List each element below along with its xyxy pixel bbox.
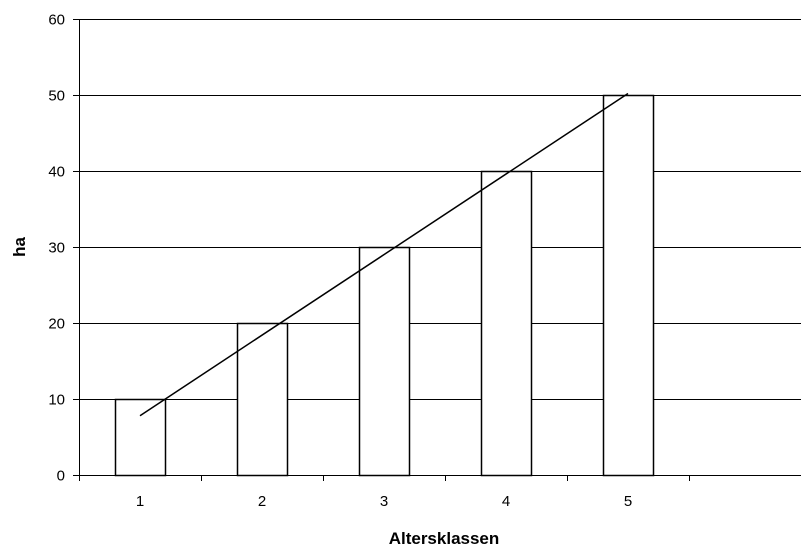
bars [114,94,655,477]
x-tick-label: 2 [258,493,266,510]
bar [358,246,411,477]
tick-labels: 0 10 20 30 40 50 60 1 2 3 4 5 [48,12,632,511]
trendline [139,92,629,417]
x-tick-label: 3 [380,493,388,510]
x-tick-label: 4 [502,493,510,510]
bar [114,398,167,477]
y-tick-label: 30 [48,240,65,257]
axes [73,19,801,481]
x-tick-label: 5 [624,493,632,510]
bar [480,170,533,477]
y-tick-label: 40 [48,164,65,181]
y-tick-label: 10 [48,392,65,409]
bar [602,94,655,477]
gridlines [79,19,801,400]
y-axis-title: ha [10,237,29,257]
x-tick-label: 1 [136,493,144,510]
y-tick-label: 50 [48,88,65,105]
trendline-layer [139,92,629,417]
y-tick-label: 60 [48,12,65,29]
y-tick-label: 20 [48,316,65,333]
y-tick-label: 0 [57,468,65,485]
x-axis-title: Altersklassen [389,529,500,548]
